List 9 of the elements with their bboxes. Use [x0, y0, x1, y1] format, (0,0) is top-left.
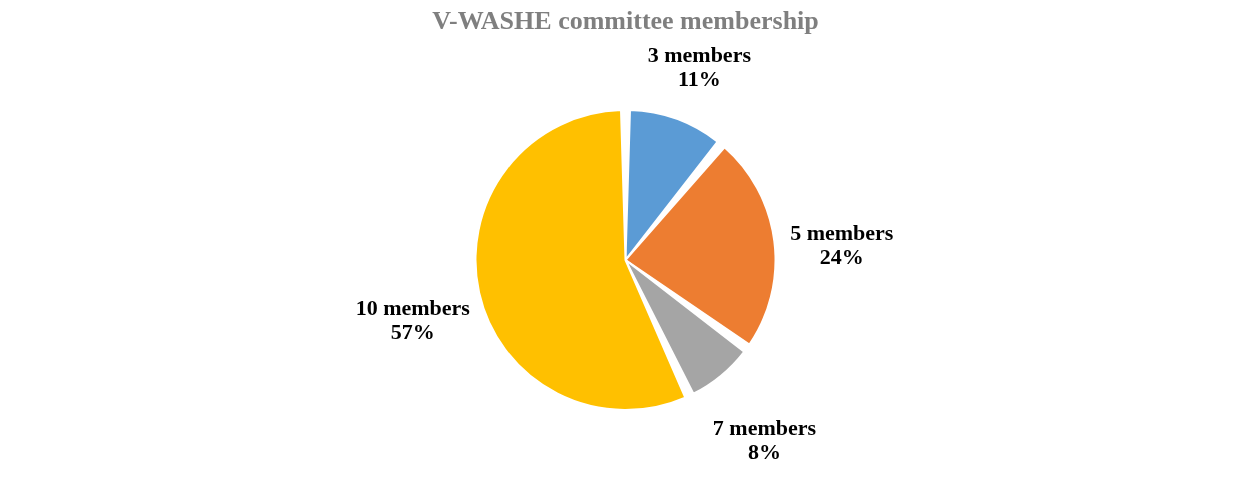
slice-label: 5 members	[790, 219, 894, 245]
data-label: 8%	[747, 438, 781, 464]
slice-label: 10 members	[355, 294, 471, 320]
chart-title: V-WASHE committee membership	[432, 5, 819, 35]
data-label: 24%	[819, 243, 864, 269]
data-label: 57%	[390, 318, 435, 344]
data-label: 11%	[677, 65, 721, 91]
slice-label: 7 members	[712, 414, 817, 440]
slice-label: 3 members	[647, 41, 752, 67]
